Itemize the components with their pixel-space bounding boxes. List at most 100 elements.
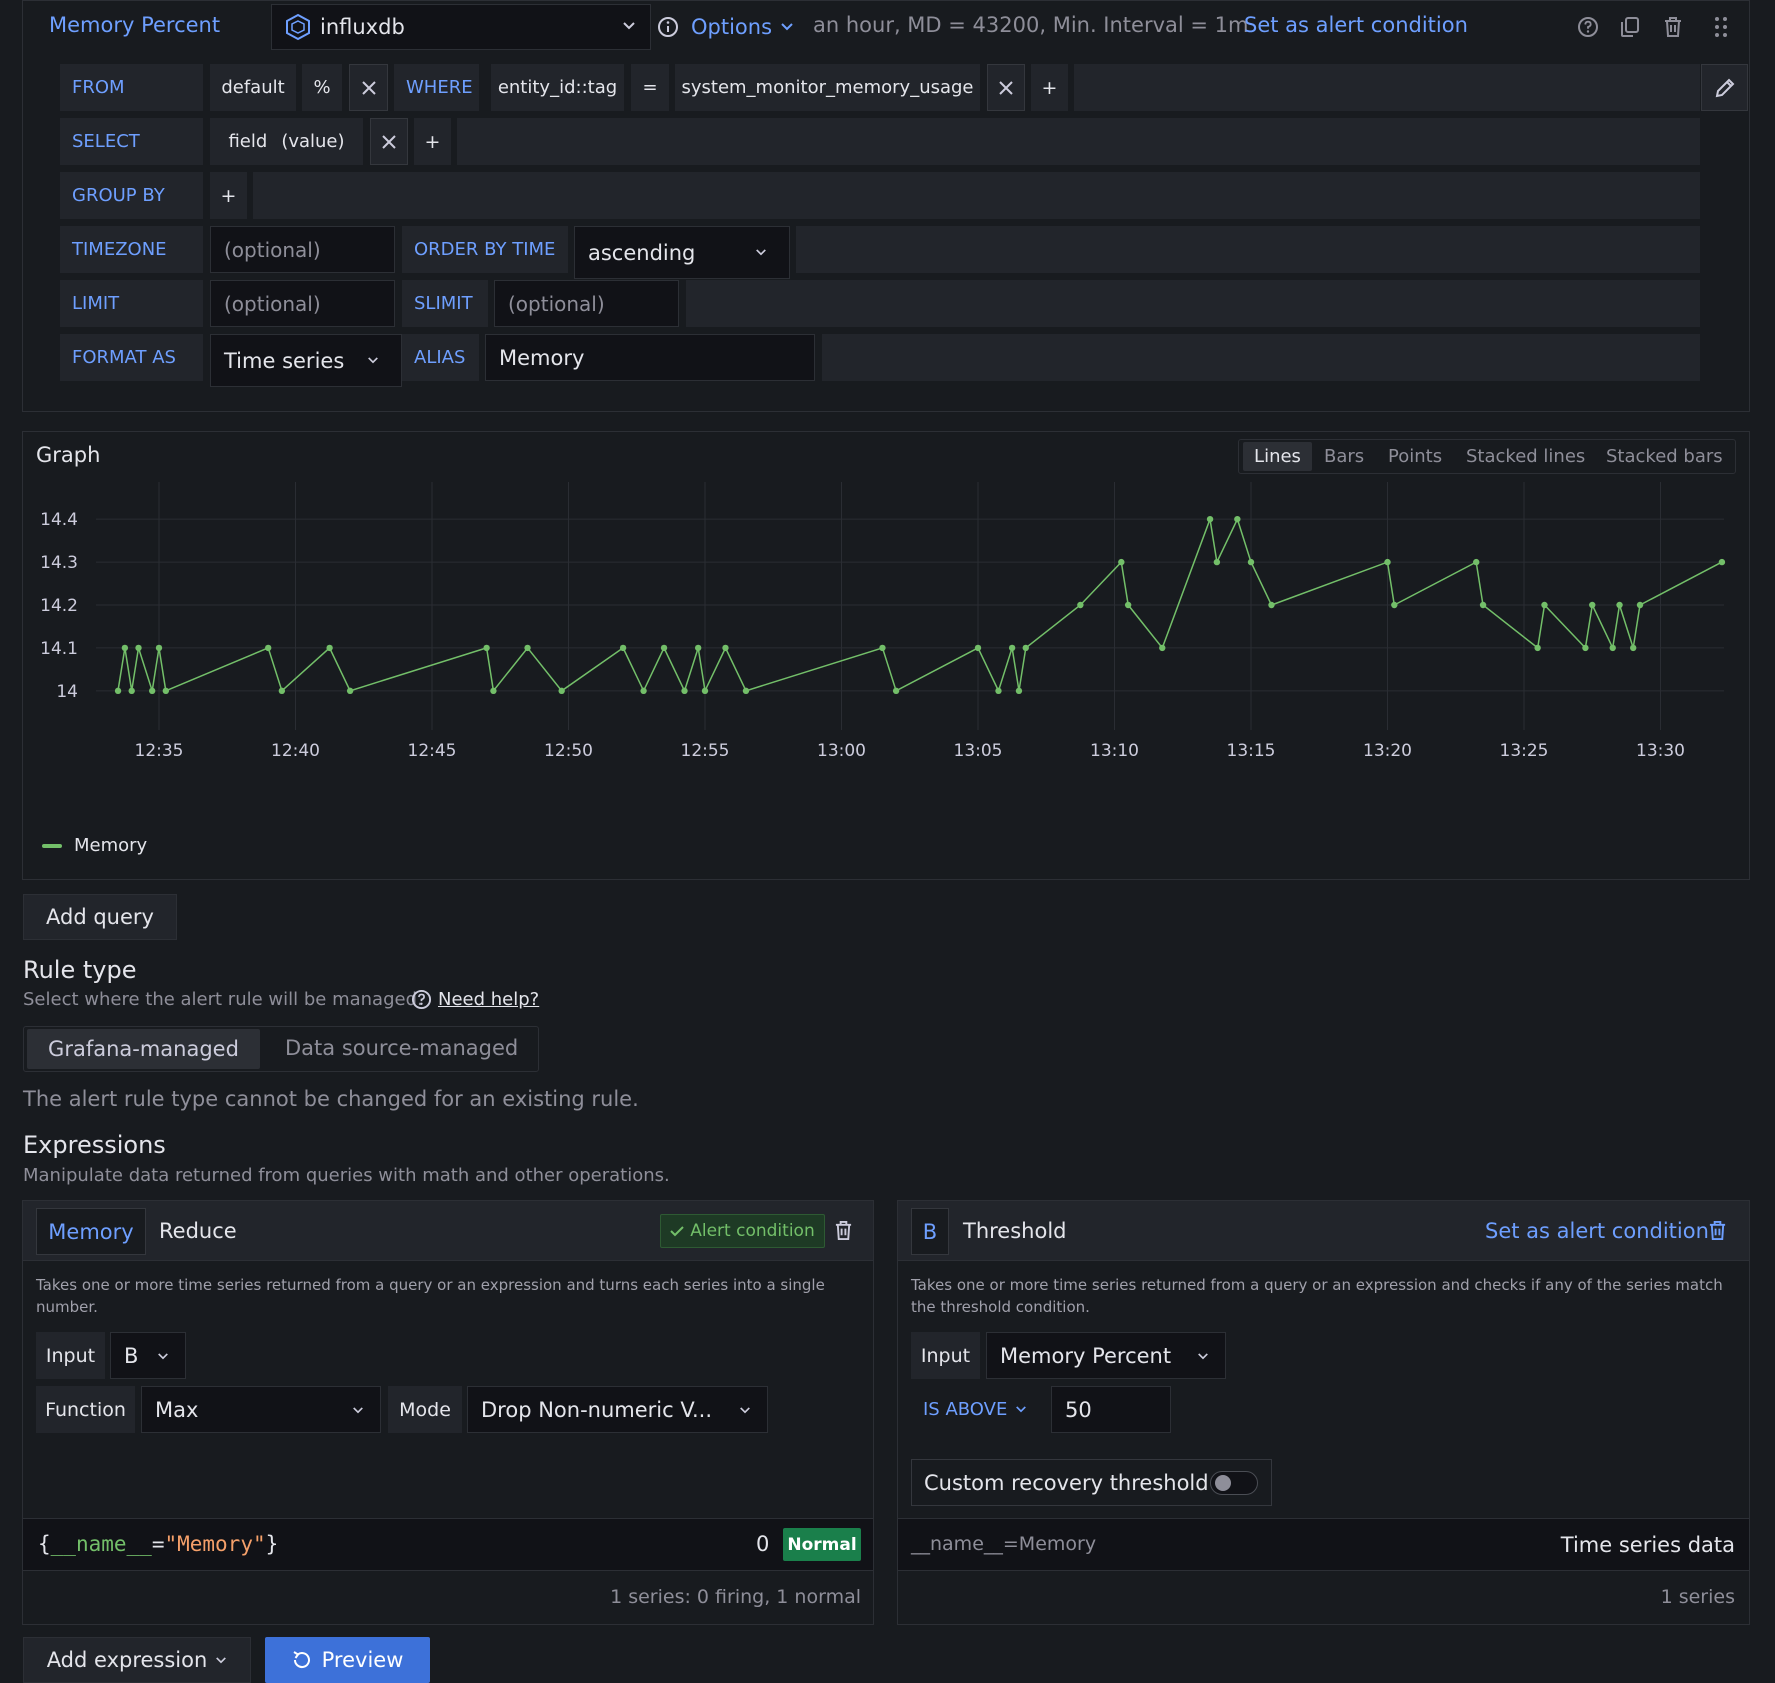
threshold-result-row [898,1518,1749,1571]
expressions-description: Manipulate data returned from queries wi… [23,1165,670,1186]
y-tick-label: 14 [56,682,78,702]
drag-handle-icon[interactable] [1714,15,1728,39]
select-label: SELECT [60,118,203,165]
duplicate-icon[interactable] [1620,16,1640,38]
select-row-filler [457,118,1700,165]
reduce-input-select[interactable]: B [110,1332,186,1379]
function-select[interactable]: Max [141,1386,381,1433]
reduce-input-label: Input [36,1332,105,1379]
threshold-input-select[interactable]: Memory Percent [986,1332,1226,1379]
where-key[interactable]: entity_id::tag [491,64,624,111]
mode-value: Drop Non-numeric V... [481,1397,713,1422]
result-eq: = [151,1532,165,1556]
alias-input[interactable]: Memory [485,334,815,381]
format-row-filler [822,334,1700,381]
preview-button[interactable]: Preview [265,1637,430,1683]
alert-condition-badge: Alert condition [660,1214,825,1248]
threshold-value-input[interactable]: 50 [1051,1386,1171,1433]
query-name[interactable]: Memory Percent [49,13,221,37]
reduce-ref-id[interactable]: Memory [36,1208,146,1255]
need-help-link[interactable]: Need help? [438,989,540,1010]
edit-raw-query-button[interactable] [1701,64,1748,111]
data-point [1022,644,1029,652]
normal-badge: Normal [783,1528,861,1561]
orderby-select[interactable]: ascending [574,226,790,279]
select-field-chip[interactable]: field (value) [210,118,363,165]
series-line [117,516,1723,694]
from-measurement[interactable]: % [302,64,342,111]
threshold-operator: IS ABOVE [923,1399,1008,1420]
options-toggle[interactable]: Options [657,12,794,42]
x-tick-label: 13:15 [1227,741,1276,761]
from-row-filler [1074,64,1700,111]
add-select-button[interactable]: + [414,118,451,165]
chevron-down-icon [780,22,794,32]
mode-points[interactable]: Points [1388,446,1443,467]
x-tick-label: 12:55 [681,741,730,761]
remove-select-button[interactable] [370,118,408,165]
format-select[interactable]: Time series [210,334,402,387]
mode-bars[interactable]: Bars [1324,446,1365,467]
data-point [1616,601,1623,609]
result-key: __name__ [50,1532,152,1556]
select-field: field [228,131,268,152]
where-value[interactable]: system_monitor_memory_usage [675,64,980,111]
threshold-operator-select[interactable]: IS ABOVE [911,1386,1031,1433]
help-icon[interactable] [1577,16,1599,38]
data-point [722,644,729,652]
chevron-down-icon [215,1656,227,1665]
x-tick-label: 13:20 [1363,741,1412,761]
check-icon [670,1225,684,1237]
mode-lines[interactable]: Lines [1243,442,1312,471]
data-point [121,644,129,652]
mode-stacked-lines[interactable]: Stacked lines [1466,446,1586,467]
mode-stacked-bars[interactable]: Stacked bars [1606,446,1723,467]
option-grafana-managed[interactable]: Grafana-managed [27,1029,260,1069]
limit-label: LIMIT [60,280,203,327]
trash-icon[interactable] [1708,1220,1727,1241]
data-point [1118,558,1125,566]
data-point [1077,601,1084,609]
legend-item[interactable]: Memory [42,835,147,856]
x-tick-label: 12:45 [408,741,457,761]
option-datasource-managed[interactable]: Data source-managed [285,1036,519,1060]
threshold-ref-id[interactable]: B [911,1208,949,1255]
custom-recovery-toggle[interactable] [1210,1471,1258,1495]
data-point [148,687,156,695]
threshold-set-alert-link[interactable]: Set as alert condition [1485,1219,1709,1243]
timezone-input[interactable]: (optional) [210,226,395,273]
data-point [1268,601,1275,609]
groupby-row-filler [253,172,1700,219]
y-tick-label: 14.2 [40,596,78,616]
add-where-button[interactable]: + [1031,64,1068,111]
data-point [1630,644,1637,652]
legend-swatch [42,843,62,848]
trash-icon[interactable] [1663,16,1683,38]
close-icon [381,134,397,150]
y-tick-label: 14.1 [40,639,78,659]
add-query-button[interactable]: Add query [23,894,177,940]
where-operator[interactable]: = [631,64,669,111]
chevron-down-icon [1197,1352,1209,1361]
slimit-input[interactable]: (optional) [494,280,679,327]
data-point [1636,601,1644,609]
graph-panel [22,431,1750,880]
data-point [995,687,1002,695]
data-point [346,687,354,695]
threshold-result-value: Time series data [1560,1533,1735,1557]
remove-where-button[interactable] [987,64,1025,111]
mode-select[interactable]: Drop Non-numeric V... [467,1386,768,1433]
trash-icon[interactable] [834,1220,853,1241]
data-point [135,644,142,652]
data-point [1159,644,1166,652]
add-groupby-button[interactable]: + [210,172,247,219]
remove-measurement-button[interactable] [349,64,388,111]
function-label: Function [36,1386,135,1433]
from-policy[interactable]: default [210,64,296,111]
limit-input[interactable]: (optional) [210,280,395,327]
y-tick-label: 14.3 [40,553,78,573]
add-expression-button[interactable]: Add expression [23,1637,251,1683]
x-tick-label: 12:35 [135,741,184,761]
set-alert-condition-link[interactable]: Set as alert condition [1244,13,1468,37]
datasource-picker[interactable]: influxdb [271,4,651,50]
